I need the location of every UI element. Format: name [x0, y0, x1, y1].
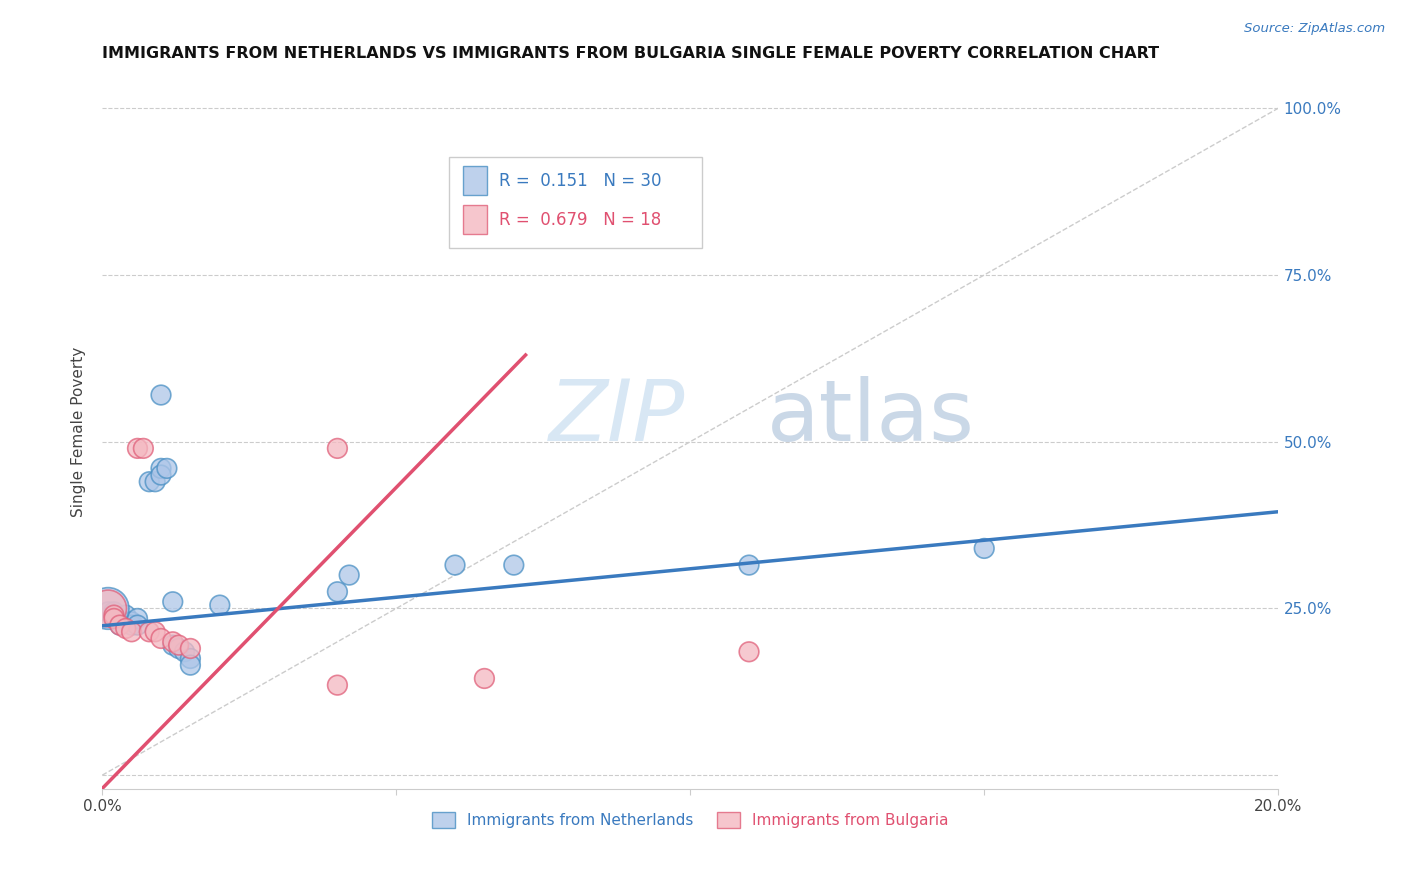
Point — [179, 641, 201, 656]
Point — [150, 461, 173, 475]
Text: atlas: atlas — [766, 376, 974, 458]
Text: IMMIGRANTS FROM NETHERLANDS VS IMMIGRANTS FROM BULGARIA SINGLE FEMALE POVERTY CO: IMMIGRANTS FROM NETHERLANDS VS IMMIGRANT… — [103, 46, 1160, 62]
Point — [167, 638, 190, 652]
Point — [132, 442, 155, 456]
Point — [103, 608, 125, 623]
Text: R =  0.679   N = 18: R = 0.679 N = 18 — [499, 211, 661, 228]
Point — [114, 608, 136, 623]
Point — [162, 635, 184, 649]
Point — [150, 632, 173, 646]
Text: ZIP: ZIP — [550, 376, 685, 458]
Point — [973, 541, 995, 556]
Point — [150, 388, 173, 402]
Point — [108, 618, 131, 632]
Point — [127, 611, 149, 625]
Point — [138, 624, 160, 639]
Point — [108, 618, 131, 632]
Point — [103, 605, 125, 619]
Point — [326, 678, 349, 692]
Point — [326, 442, 349, 456]
Bar — [463, 205, 486, 234]
Point — [97, 601, 120, 615]
Text: Source: ZipAtlas.com: Source: ZipAtlas.com — [1244, 22, 1385, 36]
Point — [121, 615, 143, 629]
Point — [150, 468, 173, 483]
Text: R =  0.151   N = 30: R = 0.151 N = 30 — [499, 171, 661, 189]
Point — [97, 601, 120, 615]
Point — [179, 658, 201, 673]
Point — [502, 558, 524, 573]
Point — [103, 611, 125, 625]
Point — [162, 638, 184, 652]
Point — [121, 624, 143, 639]
Point — [738, 645, 761, 659]
Legend: Immigrants from Netherlands, Immigrants from Bulgaria: Immigrants from Netherlands, Immigrants … — [426, 806, 955, 834]
Point — [138, 475, 160, 489]
Point — [474, 672, 496, 686]
Point — [208, 598, 231, 612]
Point — [326, 584, 349, 599]
Point — [114, 622, 136, 636]
Point — [162, 595, 184, 609]
Point — [179, 651, 201, 665]
FancyBboxPatch shape — [449, 157, 702, 248]
Point — [156, 461, 179, 475]
Point — [173, 645, 195, 659]
Point — [121, 618, 143, 632]
Point — [127, 618, 149, 632]
Point — [97, 605, 120, 619]
Point — [143, 624, 166, 639]
Y-axis label: Single Female Poverty: Single Female Poverty — [72, 347, 86, 516]
Point — [337, 568, 360, 582]
Point — [103, 611, 125, 625]
Point — [738, 558, 761, 573]
Point — [127, 442, 149, 456]
Point — [444, 558, 467, 573]
Bar — [463, 166, 486, 194]
Point — [143, 475, 166, 489]
Point — [108, 611, 131, 625]
Point — [167, 641, 190, 656]
